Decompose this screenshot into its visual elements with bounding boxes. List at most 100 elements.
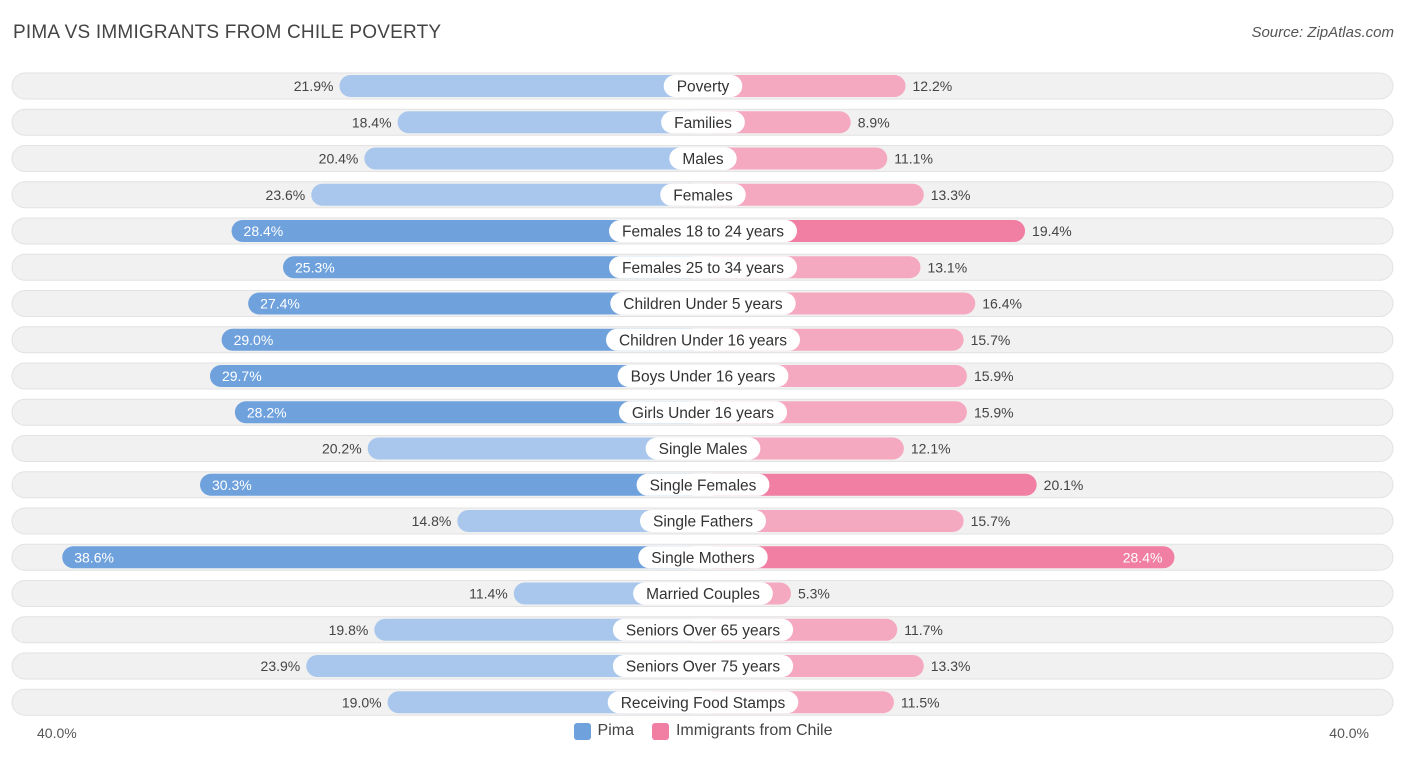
bar-chile [703,147,888,170]
legend-item-chile[interactable]: Immigrants from Chile [651,722,833,740]
category-label: Families [674,115,732,132]
bar-pima [339,75,703,97]
bar-pima [200,473,703,496]
bar-pima [311,183,703,206]
value-label-pima: 18.4% [352,114,392,130]
value-label-pima: 29.7% [222,368,262,384]
value-label-pima: 29.0% [234,332,274,348]
bar-pima [248,292,703,315]
category-pill [669,147,737,170]
category-label: Single Fathers [653,514,753,531]
value-label-pima: 20.2% [322,441,362,457]
legend: Pima Immigrants from Chile [0,722,1406,740]
category-label: Females 18 to 24 years [622,224,784,241]
value-label-chile: 20.1% [1044,477,1084,493]
bar-chile [703,75,906,97]
value-label-pima: 20.4% [319,151,359,167]
category-pill [661,111,745,134]
value-label-pima: 23.6% [266,187,306,203]
category-pill [618,401,788,424]
category-label: Married Couples [646,586,760,603]
diverging-bar-chart: 21.9% 12.2% Poverty 18.4% 8.9% Families 20.4% 1… [11,72,1394,716]
category-label: Males [682,151,724,168]
category-label: Single Males [659,441,748,458]
category-label: Boys Under 16 years [631,369,776,386]
category-label: Seniors Over 65 years [626,622,780,639]
value-label-chile: 13.3% [931,658,971,674]
source-label: Source: ZipAtlas.com [1251,24,1394,41]
bar-chile [703,183,924,206]
value-label-pima: 28.4% [244,223,284,239]
category-label: Children Under 5 years [623,296,783,313]
value-label-pima: 19.0% [342,694,382,710]
value-label-chile: 11.5% [901,694,940,710]
category-pill [617,365,789,387]
value-label-pima: 25.3% [295,259,335,275]
category-label: Poverty [677,79,730,96]
bar-pima [367,437,703,460]
value-label-chile: 5.3% [798,586,830,602]
bar-chile [703,510,964,532]
value-label-chile: 12.1% [911,441,951,457]
bar-pima [234,401,703,424]
category-pill [605,328,801,351]
bar-chile [703,473,1037,496]
value-label-chile: 12.2% [913,78,953,94]
legend-item-pima[interactable]: Pima [573,722,634,740]
category-pill [609,256,797,279]
axis-min-label: 40.0% [37,725,77,741]
value-label-chile: 16.4% [982,296,1022,312]
category-label: Single Females [650,477,757,494]
value-label-chile: 13.1% [927,259,967,275]
category-pill [638,546,768,569]
category-label: Receiving Food Stamps [621,695,786,712]
category-pill [640,510,766,532]
category-pill [660,183,746,206]
category-pill [663,75,743,97]
value-label-chile: 11.7% [904,622,943,638]
category-pill [612,655,794,677]
value-label-chile: 15.9% [974,368,1014,384]
value-label-chile: 19.4% [1032,223,1072,239]
value-label-chile: 15.7% [971,332,1011,348]
chart-title: PIMA VS IMMIGRANTS FROM CHILE POVERTY [13,22,442,43]
value-label-pima: 14.8% [412,513,452,529]
value-label-chile: 15.9% [974,404,1014,420]
category-pill [633,582,773,605]
bar-pima [283,256,703,279]
bar-pima [209,365,704,387]
value-label-chile: 11.1% [894,151,933,167]
value-label-chile: 28.4% [1123,549,1163,565]
category-label: Females 25 to 34 years [622,260,784,277]
category-label: Children Under 16 years [619,332,787,349]
category-pill [609,220,797,242]
category-pill [612,618,794,641]
category-label: Seniors Over 75 years [626,659,780,676]
value-label-pima: 11.4% [469,586,508,602]
value-label-pima: 30.3% [212,477,252,493]
value-label-pima: 19.8% [329,622,369,638]
bar-chile [703,546,1175,569]
legend-swatch-pima [573,722,591,740]
axis-max-label: 40.0% [1329,725,1369,741]
category-label: Females [673,187,733,204]
bar-pima [397,111,703,134]
category-pill [607,691,799,714]
value-label-pima: 28.2% [247,404,287,420]
bar-pima [231,220,703,242]
value-label-pima: 23.9% [261,658,301,674]
bar-pima [62,546,704,569]
value-label-pima: 38.6% [74,549,114,565]
bar-pima [364,147,703,170]
legend-label-pima: Pima [597,722,634,739]
category-pill [636,473,770,496]
category-label: Single Mothers [651,550,755,567]
value-label-chile: 15.7% [971,513,1011,529]
bar-pima [221,328,703,351]
value-label-chile: 8.9% [858,114,890,130]
value-label-chile: 13.3% [931,187,971,203]
legend-swatch-chile [651,722,669,740]
category-label: Girls Under 16 years [632,405,774,422]
legend-label-chile: Immigrants from Chile [675,722,833,739]
value-label-pima: 27.4% [260,296,300,312]
